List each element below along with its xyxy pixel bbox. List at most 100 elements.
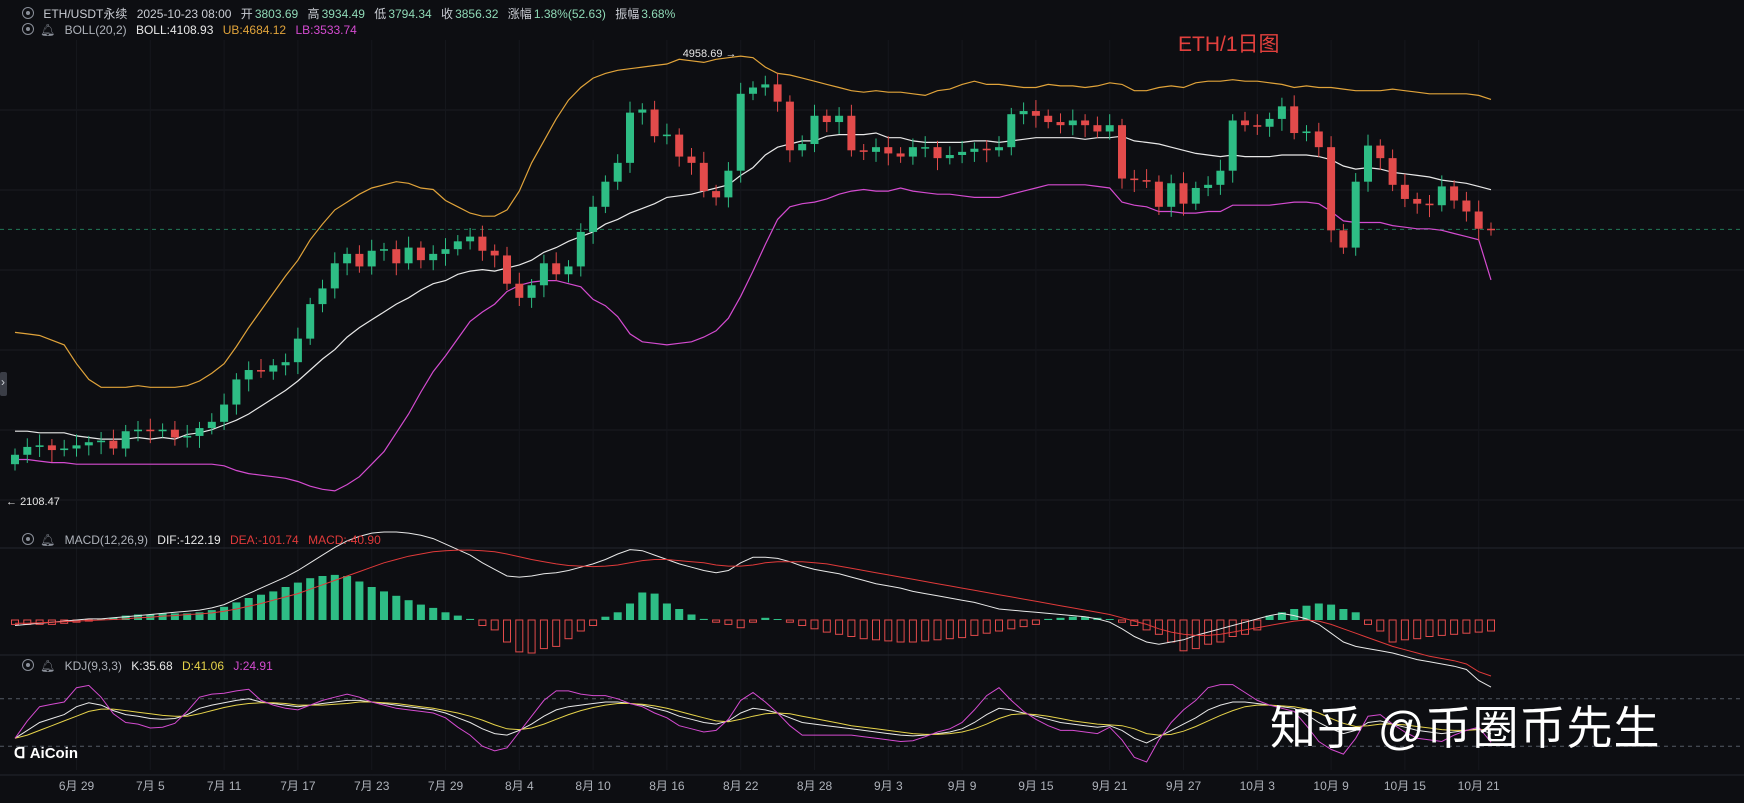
macd-bar [1179, 619, 1188, 652]
visibility-icon[interactable] [22, 7, 34, 19]
macd-bar [1351, 612, 1360, 620]
macd-bar [798, 619, 807, 626]
macd-bar [810, 619, 819, 630]
k-value: K:35.68 [131, 659, 173, 673]
x-tick-label: 6月 29 [58, 779, 95, 793]
candle-body [650, 109, 659, 137]
macd-bar [1118, 619, 1126, 623]
x-tick-label: 7月 23 [354, 779, 390, 793]
macd-bar [1450, 619, 1459, 635]
macd-bar [1487, 619, 1495, 632]
candle-body [23, 446, 32, 455]
macd-bar [220, 606, 229, 620]
candle-body [146, 429, 155, 432]
macd-bar [1327, 604, 1336, 620]
macd-bar [330, 574, 339, 620]
x-tick-label: 10月 9 [1313, 779, 1349, 793]
macd-bar [933, 619, 942, 641]
macd-bar [1154, 619, 1163, 635]
candle-body [72, 445, 81, 449]
kdj-label: KDJ(9,3,3) [64, 659, 122, 673]
macd-dea-line [15, 549, 1492, 677]
candle-body [404, 247, 413, 264]
macd-bar [306, 578, 315, 620]
candle-body [207, 421, 216, 429]
candle-body [1142, 180, 1151, 182]
candle-body [269, 365, 278, 372]
macd-bar [1265, 615, 1274, 620]
candle-body [613, 162, 622, 182]
candle-body [933, 147, 942, 159]
visibility-icon[interactable] [22, 659, 34, 671]
macd-bar [134, 614, 142, 620]
macd-bar [367, 587, 376, 620]
macd-bar [822, 619, 831, 633]
macd-bar [1142, 619, 1151, 631]
macd-bar [872, 619, 880, 641]
macd-bar [404, 600, 413, 620]
candle-body [859, 150, 868, 152]
alert-bell-icon[interactable]: 🔔︎ [40, 533, 56, 547]
candle-body [343, 253, 352, 264]
visibility-icon[interactable] [22, 23, 34, 35]
candle-body [872, 147, 880, 152]
x-tick-label: 8月 10 [575, 779, 611, 793]
candle-body [1462, 200, 1471, 212]
candle-body [1437, 186, 1446, 206]
low-label: 低 [374, 7, 387, 21]
candle-body [330, 263, 339, 289]
candle-body [293, 338, 302, 363]
macd-bar [712, 619, 721, 623]
macd-bar [662, 603, 671, 620]
high-label: 高 [307, 7, 320, 21]
visibility-icon[interactable] [22, 533, 34, 545]
macd-bar [736, 619, 745, 629]
symbol-label: ETH/USDT永续 [43, 7, 128, 21]
macd-legend: 🔔︎ MACD(12,26,9) DIF:-122.19 DEA:-101.74… [22, 533, 387, 547]
candle-body [392, 249, 401, 264]
macd-bar [1290, 609, 1299, 620]
macd-bar [896, 619, 905, 643]
macd-bar [269, 591, 278, 620]
collapse-handle[interactable] [0, 372, 7, 396]
candle-body [170, 429, 179, 438]
candle-body [367, 250, 376, 267]
dea-value: DEA:-101.74 [230, 533, 299, 547]
x-tick-label: 7月 5 [135, 779, 165, 793]
macd-bar [429, 607, 438, 620]
candle-body [945, 155, 954, 159]
candle-body [1019, 111, 1028, 115]
boll-upper-line [14, 55, 1492, 388]
x-tick-label: 8月 4 [504, 779, 534, 793]
x-tick-label: 9月 27 [1165, 779, 1202, 793]
candle-body [1093, 125, 1102, 132]
min-price-value: 2108.47 [20, 496, 60, 508]
candle-body [1376, 145, 1385, 159]
candle-body [1364, 145, 1372, 182]
macd-bar [773, 619, 782, 620]
candle-body [490, 250, 499, 256]
candle-body [60, 448, 69, 451]
x-tick-label: 9月 9 [947, 779, 977, 793]
candle-body [220, 404, 229, 422]
macd-bar [232, 602, 241, 620]
macd-value: MACD:-40.90 [308, 533, 381, 547]
candle-body [1105, 125, 1114, 132]
macd-bar [884, 619, 893, 642]
candle-body [232, 379, 241, 405]
alert-bell-icon[interactable]: 🔔︎ [40, 659, 56, 673]
macd-bar [749, 619, 757, 623]
alert-bell-icon[interactable]: 🔔︎ [40, 23, 56, 37]
macd-bar [1130, 619, 1139, 626]
x-tick-label: 7月 29 [427, 779, 464, 793]
macd-bar [1241, 619, 1249, 635]
candle-body [281, 362, 290, 366]
macd-bar [453, 615, 462, 620]
candle-body [1265, 118, 1274, 127]
macd-bar [847, 619, 856, 637]
macd-bar [1339, 609, 1348, 620]
candle-body [1327, 147, 1336, 231]
candle-body [798, 144, 807, 151]
candle-body [1450, 186, 1459, 201]
candle-body [1204, 184, 1213, 188]
